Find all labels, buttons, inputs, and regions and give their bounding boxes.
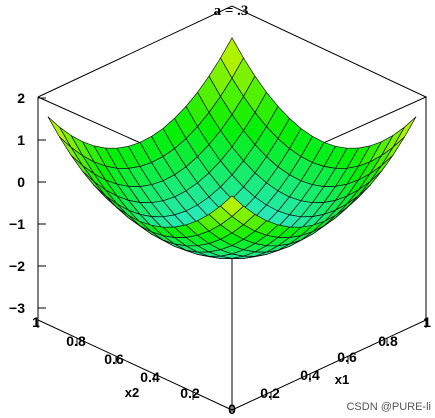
surface-patch: [220, 195, 244, 217]
z-tick-label: 2: [17, 90, 25, 106]
x2-axis-label: x2: [125, 385, 139, 400]
x1-axis: 0 0.2 0.4 0.6 0.8 1 x1: [228, 314, 431, 417]
z-tick-label: −2: [9, 258, 25, 274]
surface-patch: [47, 116, 72, 148]
x2-tick-label: 0.2: [180, 385, 200, 401]
x1-axis-label: x1: [335, 372, 349, 387]
x2-axis-line: [37, 319, 233, 411]
x2-axis: 1 0.8 0.6 0.4 0.2 x2: [32, 314, 200, 401]
x2-tick-label: 1: [32, 314, 40, 330]
x2-tick-label: 0.6: [104, 351, 124, 367]
x1-tick-label: 0: [228, 401, 236, 417]
x1-tick-label: 0.2: [260, 385, 280, 401]
x2-tick-label: 0.4: [140, 369, 160, 385]
surface-patch: [392, 116, 417, 148]
x1-axis-line: [231, 319, 427, 411]
x1-tick-label: 1: [423, 314, 431, 330]
x1-tick-label: 0.4: [300, 367, 320, 383]
z-tick-label: −3: [9, 300, 25, 316]
chart-title: a = .3: [214, 3, 249, 19]
box-front-edges: [37, 97, 427, 411]
watermark: CSDN @PURE-li: [346, 401, 431, 413]
surface-mesh: [47, 37, 417, 259]
z-tick-label: 1: [17, 132, 25, 148]
z-tick-label: 0: [17, 174, 25, 190]
z-tick-label: −1: [9, 216, 25, 232]
x1-tick-label: 0.6: [337, 349, 357, 365]
z-axis: 2 1 0 −1 −2 −3: [9, 90, 46, 316]
x1-tick-label: 0.8: [378, 333, 398, 349]
x2-tick-label: 0.8: [66, 333, 86, 349]
